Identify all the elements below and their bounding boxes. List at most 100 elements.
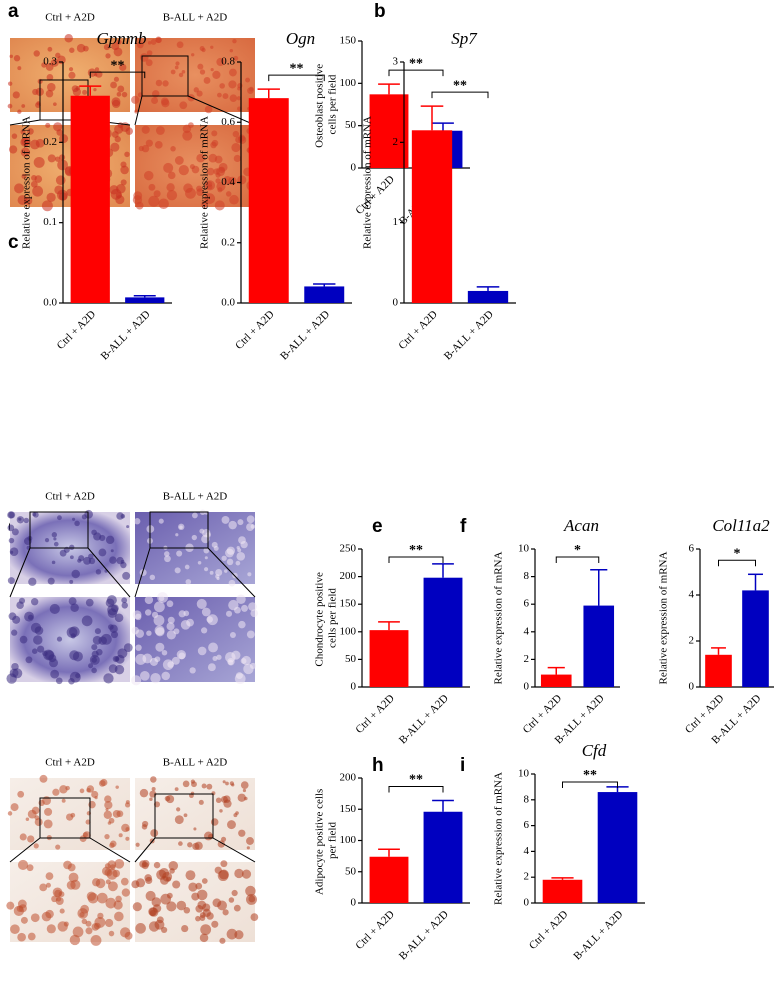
texture: [210, 141, 217, 149]
texture: [176, 649, 187, 660]
bar: [369, 94, 409, 168]
texture: [52, 788, 60, 796]
texture: [182, 130, 193, 141]
texture: [182, 780, 190, 788]
texture: [164, 555, 171, 563]
texture: [8, 511, 16, 519]
texture: [105, 897, 117, 909]
texture: [164, 795, 171, 802]
texture: [185, 870, 196, 881]
texture: [117, 648, 128, 659]
texture: [11, 629, 18, 636]
texture: [18, 597, 26, 604]
texture: [229, 68, 237, 77]
texture: [120, 179, 127, 186]
texture: [153, 861, 161, 869]
y-tick-label: 250: [340, 543, 357, 555]
y-tick-label: 2: [524, 871, 530, 883]
x-tick-label: B-ALL + A2D: [397, 908, 451, 962]
texture: [144, 609, 152, 616]
texture: [56, 636, 63, 642]
texture: [89, 654, 100, 665]
texture: [11, 528, 19, 536]
texture: [100, 633, 112, 645]
texture: [114, 664, 125, 675]
zoom-line: [87, 547, 131, 598]
texture: [131, 626, 140, 635]
bar: [467, 290, 509, 303]
texture: [199, 69, 206, 75]
texture: [114, 656, 120, 662]
texture: [46, 192, 56, 203]
texture: [232, 38, 237, 44]
texture: [197, 561, 202, 565]
texture: [68, 677, 75, 685]
texture: [229, 631, 236, 638]
texture: [172, 880, 181, 889]
texture: [97, 912, 104, 920]
texture: [109, 556, 117, 564]
texture: [122, 571, 131, 580]
texture: [105, 918, 114, 928]
texture: [134, 518, 141, 525]
y-tick-label: 8: [524, 570, 530, 582]
y-tick-label: 0.8: [221, 56, 235, 68]
texture: [93, 532, 102, 541]
texture: [226, 928, 238, 940]
texture: [176, 807, 181, 812]
texture: [80, 904, 90, 914]
significance-label: **: [111, 58, 125, 73]
texture: [188, 122, 194, 128]
texture: [199, 933, 209, 943]
texture: [59, 908, 65, 914]
texture: [55, 896, 64, 905]
texture: [72, 517, 76, 521]
y-tick-label: 50: [345, 865, 357, 877]
texture: [110, 142, 120, 152]
texture: [226, 558, 234, 566]
texture: [237, 86, 241, 91]
texture: [86, 891, 97, 901]
texture: [149, 574, 156, 581]
y-tick-label: 0: [393, 297, 399, 309]
texture: [107, 881, 118, 892]
texture: [216, 57, 225, 67]
y-tick-label: 0.4: [221, 176, 235, 188]
texture: [98, 548, 107, 557]
bar: [125, 297, 165, 303]
y-tick-label: 150: [340, 35, 357, 47]
zoom-line: [9, 547, 31, 598]
texture: [151, 90, 160, 98]
texture: [114, 613, 124, 623]
bar: [248, 98, 289, 304]
texture: [115, 192, 123, 199]
y-tick-label: 3: [393, 56, 399, 68]
texture: [68, 67, 74, 72]
texture: [210, 45, 214, 49]
texture: [88, 800, 96, 809]
texture: [249, 662, 257, 669]
texture: [196, 598, 207, 609]
texture: [227, 820, 236, 830]
y-tick-label: 0: [351, 681, 357, 693]
texture: [156, 916, 164, 924]
texture: [236, 546, 240, 550]
bar: [742, 590, 769, 687]
y-tick-label: 4: [689, 589, 695, 601]
x-tick-label: Ctrl + A2D: [233, 308, 277, 352]
texture: [223, 176, 232, 185]
texture: [111, 97, 121, 107]
bar: [411, 130, 453, 303]
texture: [69, 934, 81, 946]
image-label: Ctrl + A2D: [45, 12, 95, 24]
texture: [163, 162, 174, 173]
y-tick-label: 200: [340, 570, 357, 582]
texture: [59, 134, 69, 144]
y-axis-label: Relative expression of mRNA: [493, 552, 505, 685]
texture: [155, 126, 165, 135]
texture: [231, 650, 241, 660]
texture: [245, 885, 256, 897]
texture: [214, 155, 223, 164]
zoom-box: [154, 793, 214, 839]
